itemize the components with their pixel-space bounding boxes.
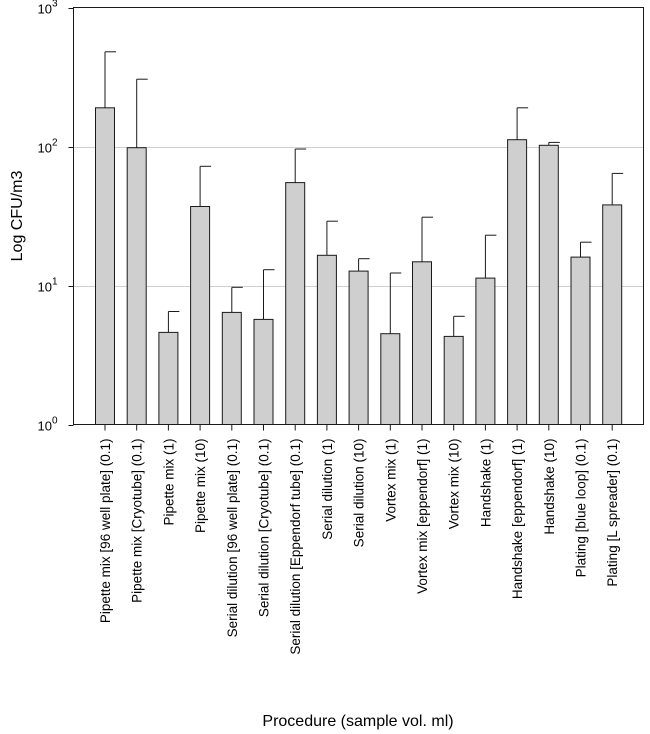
x-category-label: Handshake (10) (542, 439, 557, 535)
bar-12 (443, 335, 464, 425)
y-axis-ticks: 100 101 102 103 (37, 0, 74, 434)
bar-13 (475, 277, 496, 425)
bar-11 (412, 261, 432, 425)
x-category-label: Serial dilution [Eppendorf tube] (0.1) (288, 439, 303, 655)
bar-5 (221, 311, 242, 425)
x-category-label: Pipette mix (10) (193, 439, 208, 534)
bar-14 (507, 139, 528, 425)
x-category-label: Plating [L spreader] (0.1) (605, 439, 620, 587)
x-category-label: Handshake [eppendorf] (1) (510, 439, 525, 600)
bar-17 (602, 204, 623, 425)
y-axis-title: Log CFU/m3 (9, 171, 26, 262)
x-axis-title: Procedure (sample vol. ml) (262, 713, 453, 730)
bar-10 (380, 333, 401, 426)
x-category-label: Plating [blue loop] (0.1) (574, 439, 589, 578)
x-category-label: Pipette mix (1) (161, 439, 176, 526)
x-category-label: Serial dilution (1) (320, 439, 335, 540)
bar-1 (95, 107, 115, 426)
x-category-label: Pipette mix [Cryotube] (0.1) (130, 439, 145, 603)
x-category-label: Vortex mix [eppendorf] (1) (415, 439, 430, 594)
bar-8 (316, 254, 337, 425)
x-category-label: Vortex mix (10) (447, 439, 462, 530)
x-category-label: Serial dilution [Cryotube] (0.1) (257, 439, 272, 618)
bar-6 (253, 318, 274, 425)
bar-3 (158, 331, 179, 425)
bar-4 (190, 206, 211, 425)
bar-15 (538, 144, 559, 426)
error-bars (104, 51, 624, 337)
bar-9 (348, 270, 369, 425)
y-tick-label: 102 (37, 138, 57, 156)
x-axis-categories: Pipette mix [96 well plate] (0.1) Pipette… (98, 424, 620, 655)
y-tick-label: 103 (37, 0, 57, 17)
x-category-label: Vortex mix (1) (383, 439, 398, 522)
x-category-label: Pipette mix [96 well plate] (0.1) (98, 439, 113, 624)
x-category-label: Serial dilution (10) (352, 439, 367, 548)
x-category-label: Handshake (1) (478, 439, 493, 528)
bar-7 (285, 182, 306, 425)
x-category-label: Serial dilution [96 well plate] (0.1) (225, 439, 240, 638)
y-tick-label: 100 (37, 416, 57, 434)
y-tick-label: 101 (37, 277, 57, 295)
bar-16 (570, 256, 591, 425)
bar-2 (126, 147, 147, 425)
